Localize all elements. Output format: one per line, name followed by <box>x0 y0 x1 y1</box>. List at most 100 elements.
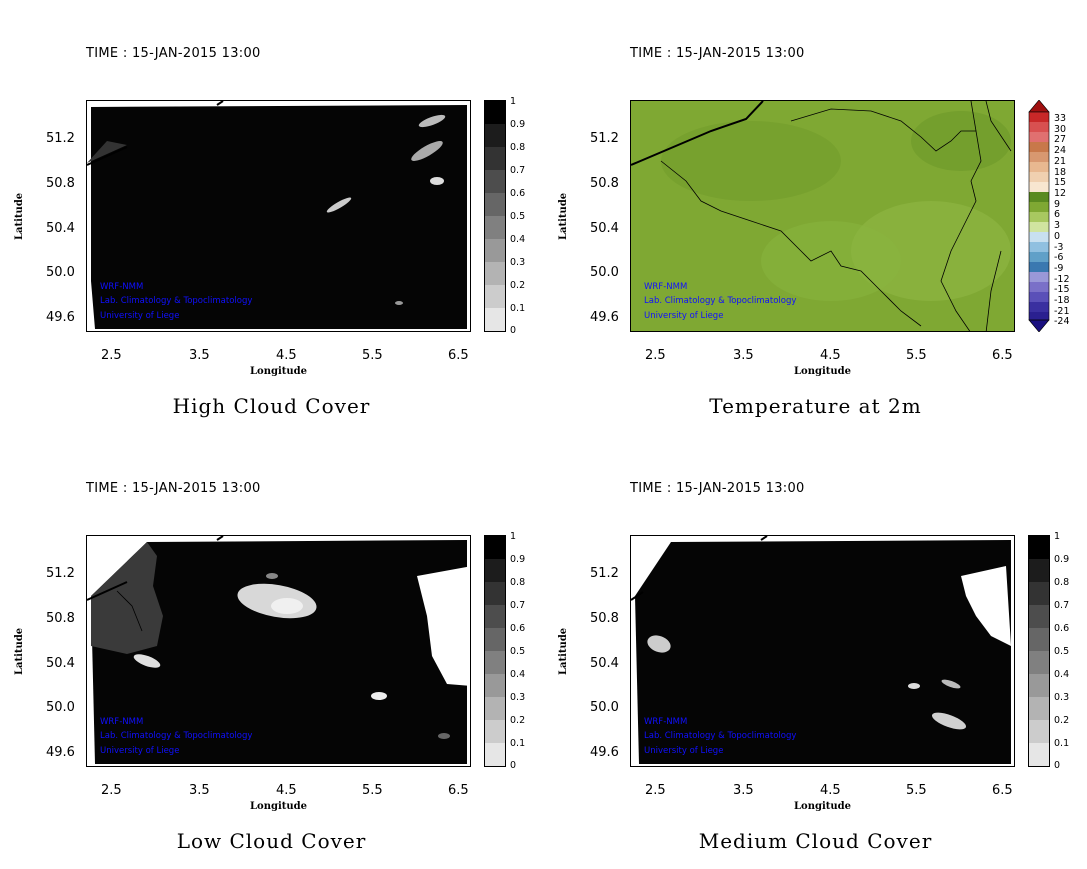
credit-university: University of Liege <box>100 311 180 321</box>
colorbar-tick: -6 <box>1054 252 1064 263</box>
panel-caption: Temperature at 2m <box>709 394 922 418</box>
map-plot <box>86 535 471 767</box>
panel-caption: Medium Cloud Cover <box>698 829 933 853</box>
colorbar-tick: -24 <box>1054 316 1070 327</box>
colorbar-tick: 18 <box>1054 167 1067 178</box>
y-tick: 50.8 <box>46 611 75 626</box>
y-tick: 51.2 <box>590 131 619 146</box>
colorbar-tick: 0.2 <box>510 280 526 291</box>
colorbar-tick: 33 <box>1054 113 1067 124</box>
x-tick: 2.5 <box>645 783 666 798</box>
x-tick: 2.5 <box>645 348 666 363</box>
y-tick: 50.4 <box>46 656 75 671</box>
map-plot <box>630 100 1015 332</box>
y-tick: 50.4 <box>590 221 619 236</box>
y-tick: 51.2 <box>590 566 619 581</box>
colorbar-tick: 0.8 <box>510 142 526 153</box>
time-label: TIME : 15-JAN-2015 13:00 <box>630 46 805 61</box>
y-tick: 50.0 <box>590 265 619 280</box>
y-axis-label: Latitude <box>558 627 569 675</box>
colorbar-tick: 0.3 <box>510 692 526 703</box>
credit-lab: Lab. Climatology & Topoclimatology <box>100 731 253 741</box>
colorbar-tick: 9 <box>1054 199 1061 210</box>
x-axis-label: Longitude <box>250 366 308 377</box>
time-label: TIME : 15-JAN-2015 13:00 <box>86 481 261 496</box>
x-axis-label: Longitude <box>250 801 308 812</box>
colorbar-tick: 0 <box>1054 760 1061 771</box>
colorbar-tick: 1 <box>1054 531 1061 542</box>
y-tick: 49.6 <box>46 310 75 325</box>
cloud-colorbar <box>484 100 506 332</box>
x-tick: 3.5 <box>189 783 210 798</box>
x-tick: 4.5 <box>820 783 841 798</box>
colorbar-tick: 0.6 <box>510 623 526 634</box>
cloud-colorbar <box>484 535 506 767</box>
colorbar-tick: 0.7 <box>1054 600 1070 611</box>
colorbar-tick: 0.4 <box>510 669 526 680</box>
colorbar-tick: 0 <box>510 760 517 771</box>
y-tick: 50.4 <box>590 656 619 671</box>
x-tick: 6.5 <box>992 348 1013 363</box>
credit-model: WRF-NMM <box>644 717 688 727</box>
y-tick: 50.0 <box>590 700 619 715</box>
panel-caption: Low Cloud Cover <box>176 829 367 853</box>
colorbar-tick: 0.8 <box>1054 577 1070 588</box>
colorbar-tick: 12 <box>1054 188 1067 199</box>
colorbar-tick: 0.7 <box>510 600 526 611</box>
colorbar-tick: 0.7 <box>510 165 526 176</box>
x-tick: 3.5 <box>189 348 210 363</box>
y-tick: 50.8 <box>590 611 619 626</box>
colorbar-tick: 0.3 <box>1054 692 1070 703</box>
colorbar-tick: 0 <box>1054 231 1061 242</box>
colorbar-tick: 0.6 <box>1054 623 1070 634</box>
colorbar-tick: 0.5 <box>510 646 526 657</box>
colorbar-tick: 21 <box>1054 156 1067 167</box>
y-tick: 51.2 <box>46 131 75 146</box>
colorbar-tick: 27 <box>1054 134 1067 145</box>
colorbar-tick: 15 <box>1054 177 1067 188</box>
x-tick: 3.5 <box>733 783 754 798</box>
y-tick: 49.6 <box>590 310 619 325</box>
credit-model: WRF-NMM <box>644 282 688 292</box>
colorbar-tick: 0.9 <box>510 554 526 565</box>
colorbar-tick: 0.3 <box>510 257 526 268</box>
colorbar-tick: -21 <box>1054 306 1070 317</box>
y-tick: 50.8 <box>46 176 75 191</box>
colorbar-tick: 0.9 <box>510 119 526 130</box>
credit-university: University of Liege <box>644 746 724 756</box>
colorbar-tick: 0.9 <box>1054 554 1070 565</box>
colorbar-tick: 0.1 <box>1054 738 1070 749</box>
colorbar-tick: 3 <box>1054 220 1061 231</box>
colorbar-tick: 1 <box>510 531 517 542</box>
colorbar-tick: 0.4 <box>510 234 526 245</box>
colorbar-tick: 0.5 <box>510 211 526 222</box>
colorbar-tick: 0.1 <box>510 738 526 749</box>
colorbar-tick: 0.4 <box>1054 669 1070 680</box>
y-tick: 50.0 <box>46 700 75 715</box>
panel-caption: High Cloud Cover <box>172 394 371 418</box>
panel-high-cloud-cover: TIME : 15-JAN-2015 13:00 WRF-NMM Lab. Cl… <box>0 0 543 434</box>
x-tick: 5.5 <box>362 348 383 363</box>
colorbar-tick: -3 <box>1054 242 1064 253</box>
colorbar-tick: 0.1 <box>510 303 526 314</box>
panel-temperature-2m: TIME : 15-JAN-2015 13:00 WRF-NMM Lab. Cl… <box>544 0 1087 434</box>
colorbar-tick: -9 <box>1054 263 1064 274</box>
y-tick: 49.6 <box>590 745 619 760</box>
x-tick: 4.5 <box>276 348 297 363</box>
colorbar-tick: -18 <box>1054 295 1070 306</box>
x-tick: 6.5 <box>448 348 469 363</box>
x-tick: 5.5 <box>906 348 927 363</box>
x-axis-label: Longitude <box>794 801 852 812</box>
colorbar-tick: 0.2 <box>510 715 526 726</box>
x-tick: 4.5 <box>820 348 841 363</box>
temperature-colorbar <box>1028 100 1050 332</box>
colorbar-tick: 0.8 <box>510 577 526 588</box>
colorbar-tick: -12 <box>1054 274 1070 285</box>
y-axis-label: Latitude <box>558 192 569 240</box>
x-tick: 2.5 <box>101 783 122 798</box>
x-tick: 5.5 <box>906 783 927 798</box>
map-plot <box>630 535 1015 767</box>
x-tick: 6.5 <box>448 783 469 798</box>
time-label: TIME : 15-JAN-2015 13:00 <box>630 481 805 496</box>
x-tick: 4.5 <box>276 783 297 798</box>
